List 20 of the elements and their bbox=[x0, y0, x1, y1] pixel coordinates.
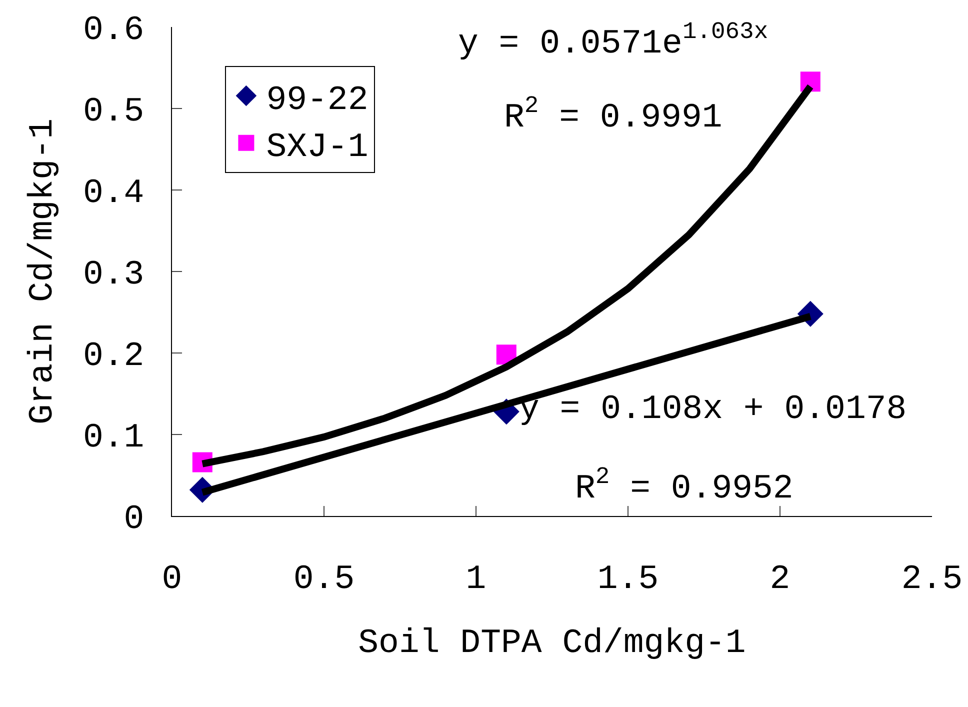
y-tick-label: 0.6 bbox=[82, 12, 144, 50]
y-tick-label: 0 bbox=[124, 500, 144, 539]
y-tick-label: 0.4 bbox=[82, 174, 144, 213]
y-tick-label: 0.1 bbox=[82, 419, 144, 458]
annotation: y = 0.0571e$^{1.063x}$ bbox=[458, 19, 768, 64]
y-axis-title: Grain Cd/mgkg-1 bbox=[24, 118, 63, 425]
y-tick-label: 0.3 bbox=[82, 256, 144, 294]
x-tick-label: 0.5 bbox=[293, 560, 355, 599]
x-tick-label: 2.5 bbox=[901, 560, 963, 599]
x-tick-label: 2 bbox=[770, 560, 790, 599]
annotation: R$^{2}$ = 0.9952 bbox=[575, 464, 794, 508]
x-tick-label: 0 bbox=[162, 560, 182, 599]
x-tick-label: 1 bbox=[466, 560, 486, 599]
y-tick-label: 0.5 bbox=[82, 93, 144, 132]
annotation: R$^{2}$ = 0.9991 bbox=[504, 93, 722, 138]
x-axis-title: Soil DTPA Cd/mgkg-1 bbox=[358, 625, 746, 664]
legend-label: 99-22 bbox=[266, 82, 368, 120]
legend-label: SXJ-1 bbox=[266, 129, 368, 168]
y-tick-label: 0.2 bbox=[82, 338, 144, 376]
x-tick-label: 1.5 bbox=[597, 560, 659, 599]
